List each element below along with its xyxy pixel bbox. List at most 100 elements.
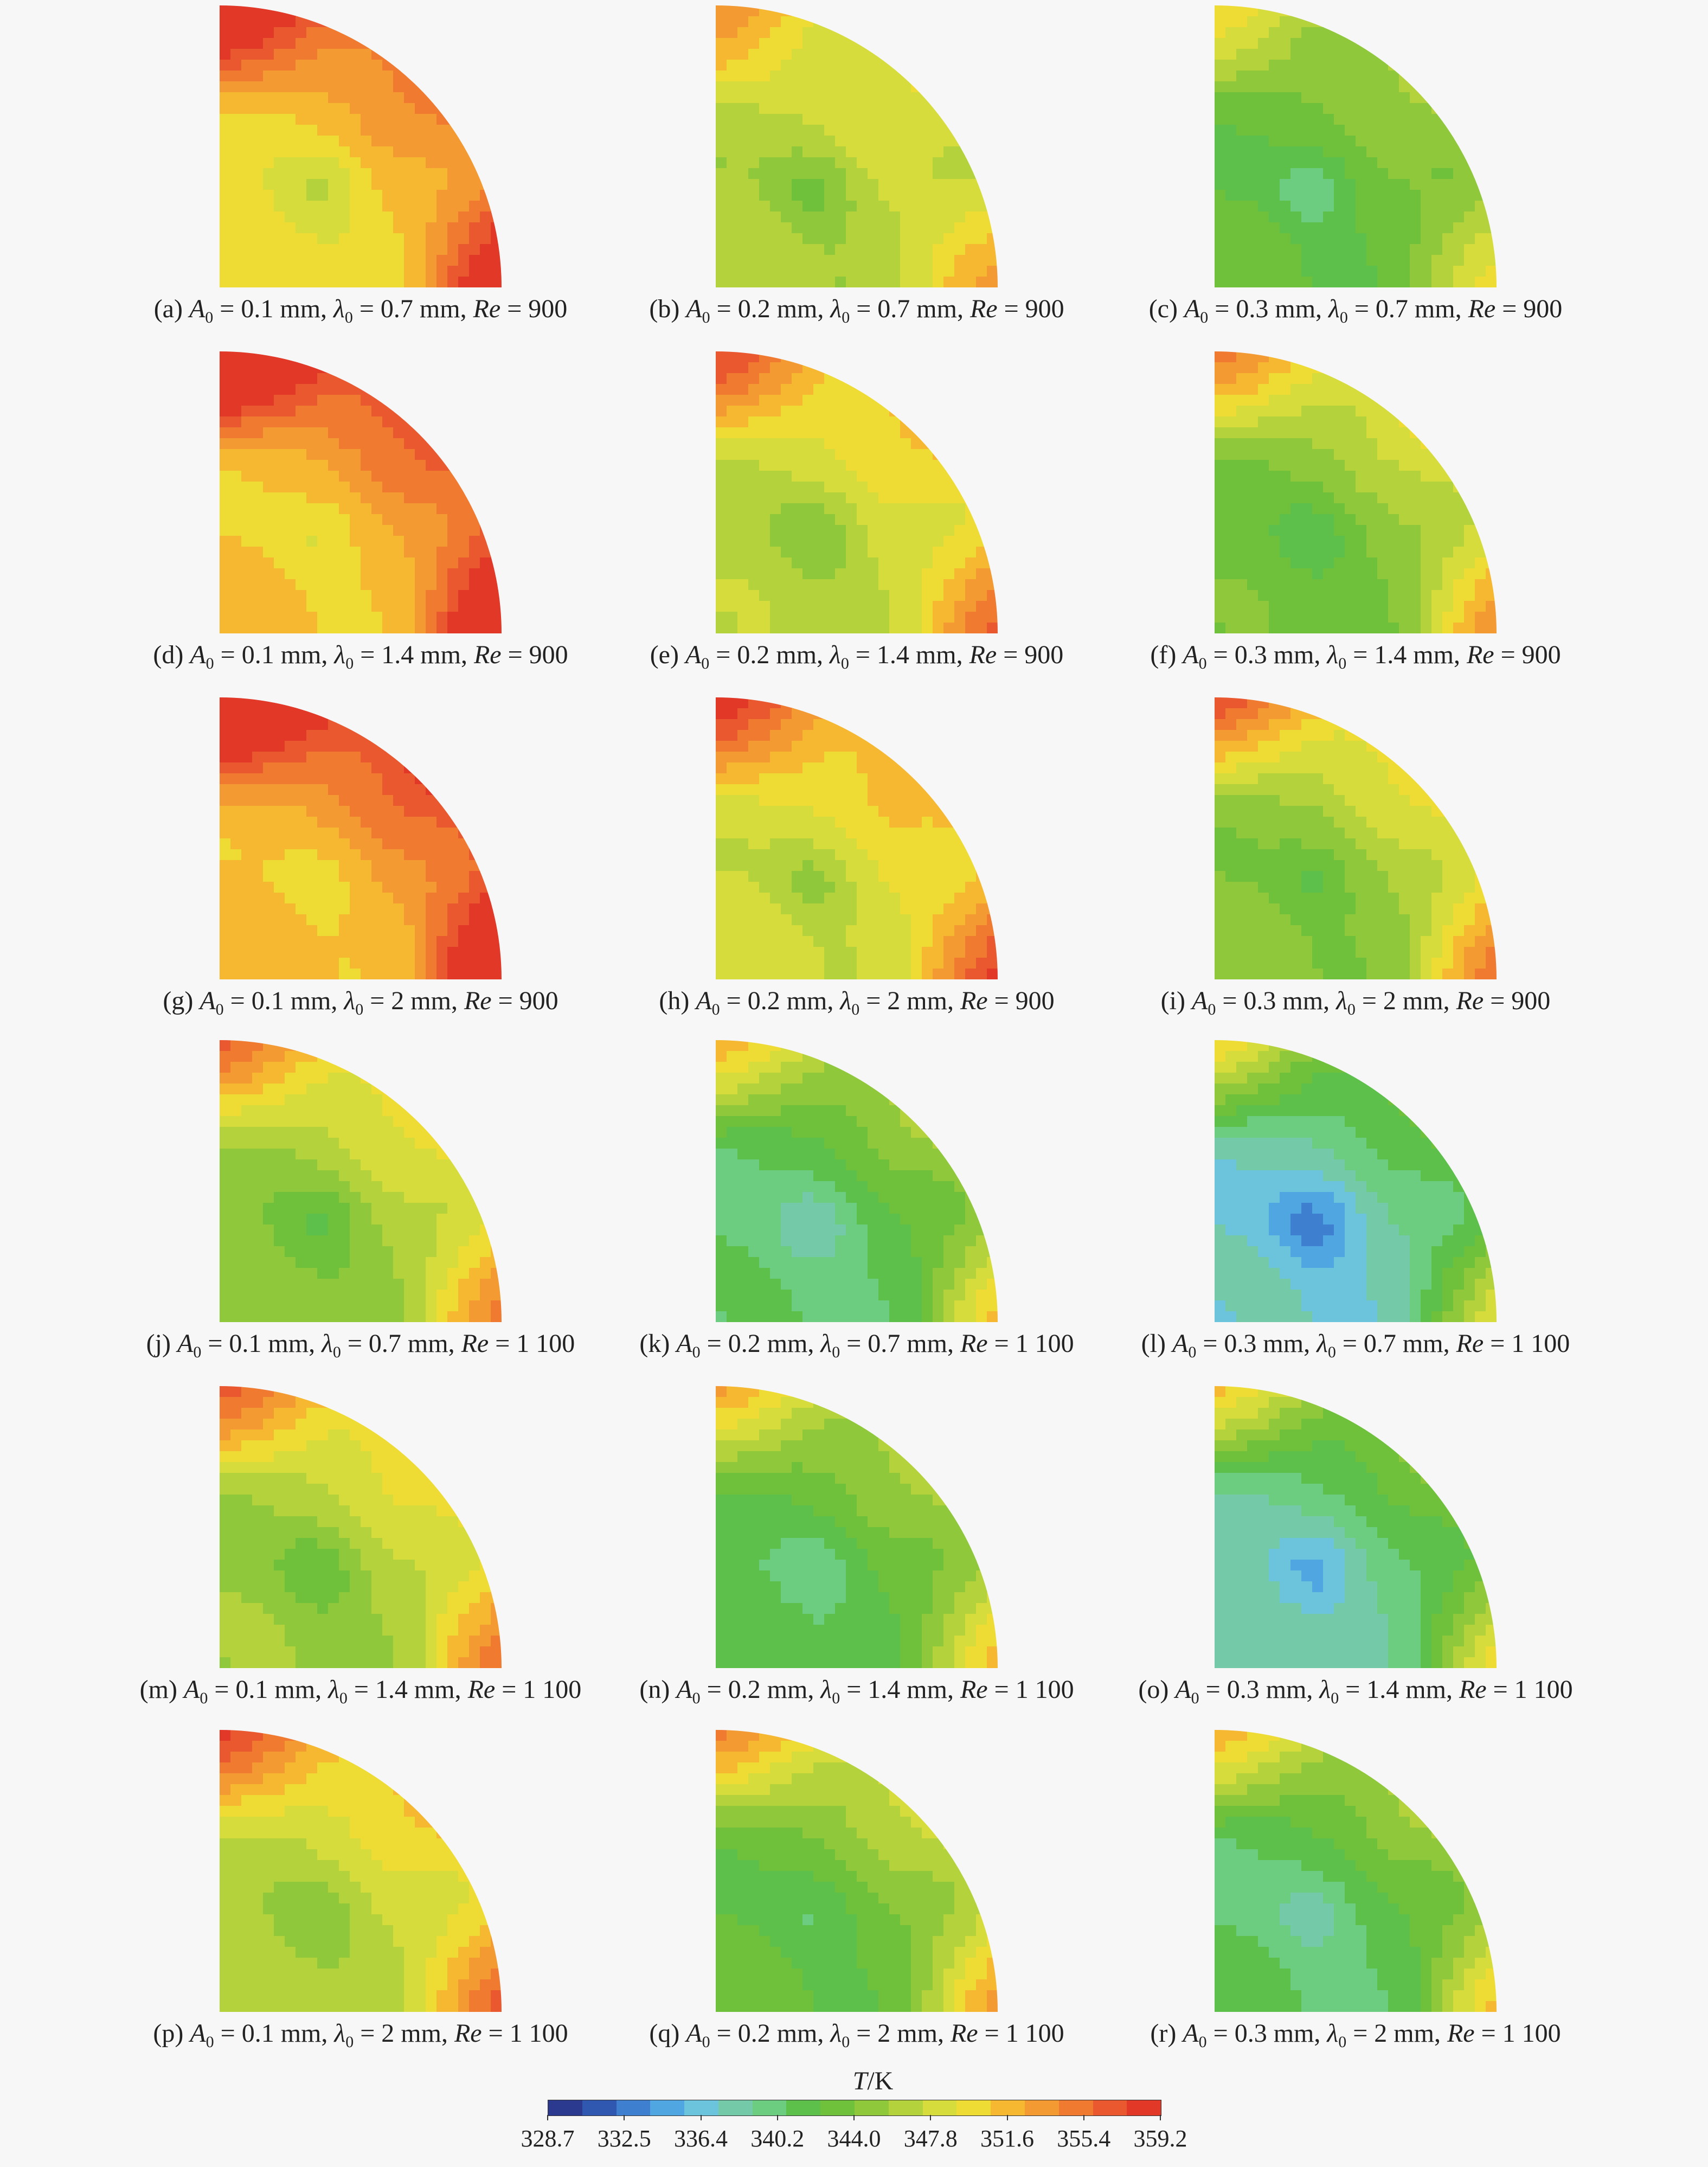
contour-cell bbox=[480, 525, 491, 536]
contour-cell bbox=[350, 60, 361, 71]
contour-cell bbox=[436, 201, 448, 212]
contour-cell bbox=[263, 244, 274, 255]
contour-cell bbox=[382, 730, 394, 741]
contour-cell bbox=[781, 882, 792, 893]
contour-cell bbox=[889, 255, 901, 266]
contour-cell bbox=[922, 395, 933, 406]
contour-cell bbox=[436, 92, 448, 104]
contour-cell bbox=[748, 806, 760, 817]
contour-cell bbox=[737, 828, 749, 839]
contour-cell bbox=[328, 547, 339, 558]
contour-cell bbox=[1290, 190, 1302, 201]
contour-cell bbox=[404, 958, 415, 969]
contour-cell bbox=[987, 492, 998, 504]
contour-cell bbox=[868, 168, 879, 179]
contour-cell bbox=[241, 893, 253, 904]
contour-cell bbox=[835, 125, 846, 136]
contour-cell bbox=[727, 416, 738, 428]
contour-cell bbox=[480, 49, 491, 60]
contour-cell bbox=[415, 871, 426, 882]
contour-cell bbox=[469, 612, 480, 623]
contour-cell bbox=[759, 449, 770, 460]
contour-cell bbox=[1388, 255, 1399, 266]
contour-cell bbox=[1366, 449, 1378, 460]
contour-cell bbox=[306, 958, 318, 969]
contour-cell bbox=[491, 579, 502, 591]
contour-cell bbox=[480, 384, 491, 395]
contour-cell bbox=[954, 103, 966, 114]
contour-cell bbox=[1290, 222, 1302, 234]
contour-cell bbox=[230, 936, 242, 947]
contour-cell bbox=[1323, 244, 1334, 255]
contour-cell bbox=[350, 190, 361, 201]
contour-cell bbox=[371, 373, 383, 384]
contour-cell bbox=[889, 612, 901, 623]
contour-cell bbox=[382, 49, 394, 60]
contour-cell bbox=[339, 936, 350, 947]
contour-cell bbox=[1431, 427, 1443, 439]
contour-cell bbox=[1225, 460, 1237, 471]
contour-cell bbox=[306, 947, 318, 958]
contour-cell bbox=[1399, 362, 1410, 374]
contour-cell bbox=[491, 81, 502, 93]
contour-cell bbox=[922, 70, 933, 82]
contour-cell bbox=[480, 514, 491, 525]
contour-cell bbox=[770, 547, 781, 558]
contour-cell bbox=[1475, 406, 1486, 417]
contour-cell bbox=[480, 427, 491, 439]
contour-cell bbox=[426, 222, 437, 234]
contour-cell bbox=[1366, 179, 1378, 190]
contour-cell bbox=[328, 136, 339, 147]
contour-cell bbox=[1215, 266, 1226, 277]
contour-cell bbox=[491, 492, 502, 504]
contour-cell bbox=[813, 623, 825, 633]
contour-cell bbox=[1366, 416, 1378, 428]
contour-cell bbox=[770, 362, 781, 374]
contour-cell bbox=[1215, 449, 1226, 460]
contour-cell bbox=[469, 70, 480, 82]
contour-cell bbox=[1236, 623, 1248, 633]
contour-cell bbox=[1301, 623, 1313, 633]
contour-cell bbox=[737, 925, 749, 937]
contour-cell bbox=[1301, 557, 1313, 569]
contour-cell bbox=[328, 362, 339, 374]
contour-cell bbox=[781, 5, 792, 17]
contour-cell bbox=[480, 547, 491, 558]
contour-cell bbox=[1356, 233, 1367, 245]
contour-cell bbox=[220, 362, 231, 374]
contour-cell bbox=[770, 903, 781, 915]
contour-cell bbox=[263, 438, 274, 450]
contour-cell bbox=[889, 114, 901, 125]
contour-cell bbox=[1269, 136, 1280, 147]
contour-cell bbox=[361, 482, 372, 493]
wavelength-subscript: 0 bbox=[842, 309, 850, 326]
amplitude-symbol: A bbox=[189, 294, 206, 323]
contour-cell bbox=[436, 860, 448, 871]
contour-cell bbox=[1345, 136, 1356, 147]
contour-cell bbox=[241, 201, 253, 212]
contour-cell bbox=[339, 849, 350, 861]
contour-cell bbox=[436, 427, 448, 439]
contour-cell bbox=[759, 612, 770, 623]
contour-cell bbox=[748, 211, 760, 223]
contour-cell bbox=[415, 211, 426, 223]
contour-cell bbox=[241, 157, 253, 169]
contour-cell bbox=[306, 373, 318, 384]
contour-cell bbox=[716, 871, 727, 882]
contour-cell bbox=[987, 103, 998, 114]
contour-cell bbox=[954, 266, 966, 277]
contour-cell bbox=[458, 244, 470, 255]
contour-cell bbox=[1215, 222, 1226, 234]
contour-cell bbox=[1388, 27, 1399, 39]
contour-cell bbox=[1247, 70, 1258, 82]
contour-cell bbox=[382, 190, 394, 201]
contour-cell bbox=[976, 460, 987, 471]
contour-cell bbox=[1377, 406, 1389, 417]
contour-cell bbox=[748, 838, 760, 850]
contour-cell bbox=[1236, 449, 1248, 460]
contour-cell bbox=[1323, 168, 1334, 179]
contour-cell bbox=[889, 460, 901, 471]
contour-cell bbox=[371, 49, 383, 60]
contour-cell bbox=[241, 557, 253, 569]
contour-cell bbox=[889, 427, 901, 439]
